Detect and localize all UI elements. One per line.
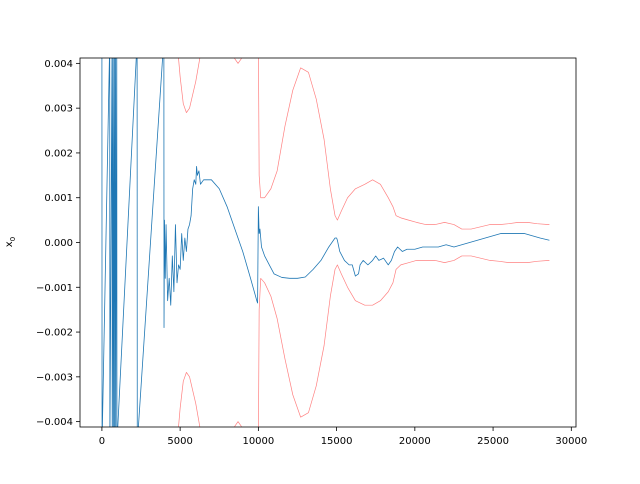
y-axis-label: x0 bbox=[4, 237, 17, 247]
y-tick-label: 0.002 bbox=[44, 148, 73, 159]
series-line-estimate bbox=[101, 58, 550, 427]
series-line-lower-bound-c bbox=[258, 255, 550, 427]
series-layer bbox=[101, 58, 550, 427]
series-line-lower-bound-b bbox=[234, 421, 242, 427]
x-tick-label: 5000 bbox=[167, 436, 192, 447]
y-tick-label: 0.004 bbox=[44, 59, 73, 70]
x-tick-label: 30000 bbox=[555, 436, 587, 447]
x-tick-label: 10000 bbox=[242, 436, 274, 447]
series-line-upper-bound bbox=[178, 58, 201, 113]
x-tick-label: 0 bbox=[99, 436, 105, 447]
x-tick-label: 25000 bbox=[477, 436, 509, 447]
y-tick-label: −0.001 bbox=[36, 283, 73, 294]
series-line-upper-bound-c bbox=[258, 58, 550, 230]
y-axis-label-main: x bbox=[4, 241, 15, 247]
y-tick-label: −0.004 bbox=[36, 417, 73, 428]
y-tick-label: 0.001 bbox=[44, 193, 73, 204]
series-line-lower-bound bbox=[178, 372, 201, 427]
y-tick-label: −0.002 bbox=[36, 328, 73, 339]
x-tick-label: 20000 bbox=[399, 436, 431, 447]
y-axis-ticks: −0.004 −0.003 −0.002 −0.001 0.000 0.001 0.002 0… bbox=[36, 59, 80, 428]
y-tick-label: 0.003 bbox=[44, 104, 73, 115]
x-axis-ticks: 0 5000 10000 15000 20000 25000 30000 bbox=[99, 427, 587, 447]
x-tick-label: 15000 bbox=[321, 436, 353, 447]
y-tick-label: −0.003 bbox=[36, 372, 73, 383]
series-line-upper-bound-b bbox=[234, 58, 242, 64]
y-tick-label: 0.000 bbox=[44, 238, 73, 249]
y-axis-label-subscript: 0 bbox=[9, 237, 17, 241]
